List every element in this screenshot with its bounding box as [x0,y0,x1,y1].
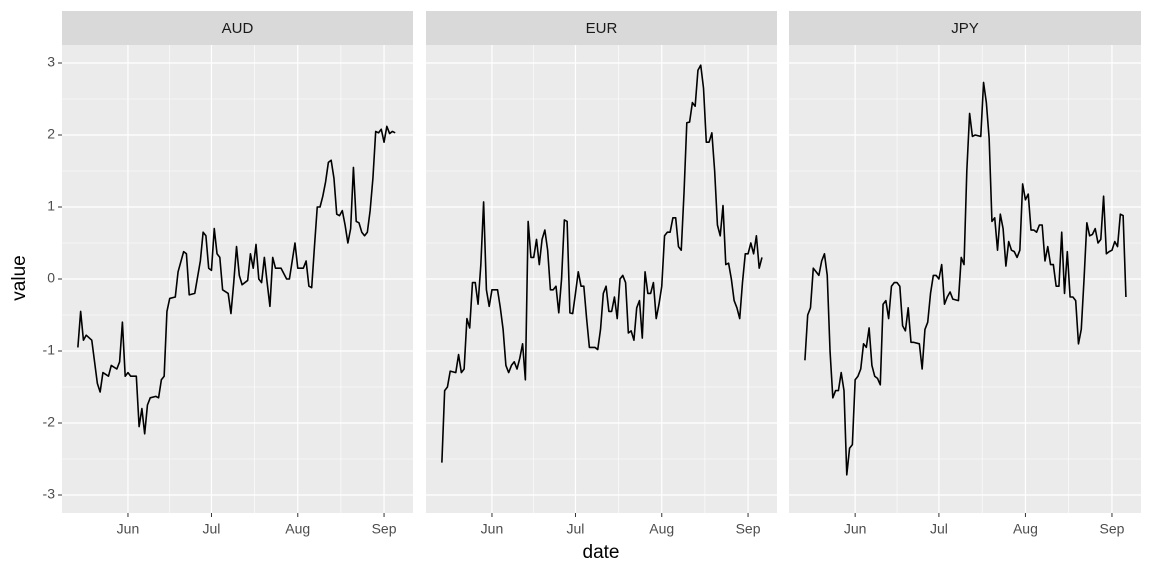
line [441,64,763,463]
strip-label: AUD [222,20,254,37]
y-axis-label: value [9,255,30,300]
y-tick-label: -3 [43,486,56,502]
y-tick-label: 3 [47,54,55,70]
x-tick-label: Jul [203,521,221,537]
y-tick-label: 2 [47,126,55,142]
x-tick-label: Aug [1013,521,1038,537]
y-tick-label: -2 [43,414,56,430]
y-tick-label: 1 [47,198,55,214]
x-tick-label: Sep [372,521,397,537]
y-tick-label: -1 [43,342,56,358]
x-tick-label: Sep [736,521,761,537]
x-tick-label: Aug [649,521,674,537]
x-axis-label: date [583,542,620,563]
x-tick-label: Jul [930,521,948,537]
x-tick-label: Aug [285,521,310,537]
x-tick-label: Jul [567,521,585,537]
y-tick-label: 0 [47,270,55,286]
line [77,125,396,435]
x-tick-label: Sep [1100,521,1125,537]
x-tick-label: Jun [117,521,140,537]
strip-label: JPY [951,20,979,37]
strip-background [789,11,1141,45]
x-tick-label: Jun [844,521,867,537]
strip-background [426,11,777,45]
x-tick-label: Jun [481,521,504,537]
strip-label: EUR [586,20,618,37]
line [804,81,1127,476]
strip-background [62,11,413,45]
